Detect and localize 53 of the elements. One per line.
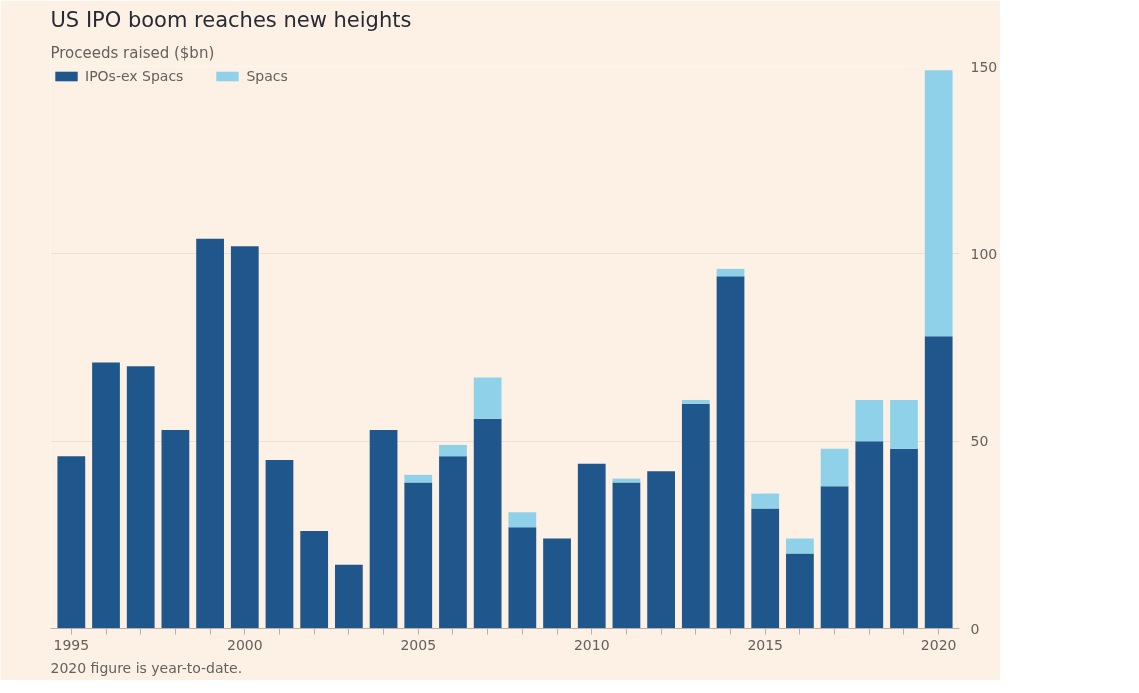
bar — [196, 238, 224, 629]
y-tick-label: 50 — [970, 433, 989, 450]
bar — [265, 459, 294, 629]
chart-subtitle: Proceeds raised ($bn) — [50, 43, 215, 62]
bar — [508, 512, 537, 528]
bar — [230, 246, 259, 629]
y-tick-label: 150 — [970, 58, 998, 75]
x-tick-label: 2000 — [226, 636, 263, 653]
bar — [92, 362, 120, 629]
x-tick-label: 2010 — [573, 636, 610, 653]
bar — [855, 399, 884, 442]
bar — [820, 486, 849, 629]
bar — [439, 444, 467, 457]
bar — [890, 448, 918, 629]
bar — [404, 474, 433, 483]
bar — [612, 482, 641, 629]
bar — [404, 482, 433, 629]
bar — [161, 429, 190, 629]
bar — [716, 268, 745, 277]
bar — [543, 538, 571, 629]
bar — [473, 418, 502, 629]
bar — [786, 538, 814, 554]
bar — [300, 531, 329, 629]
bar — [924, 70, 953, 337]
legend-label: IPOs-ex Spacs — [85, 68, 184, 84]
text: 2020 figure is year-to-date. — [50, 659, 243, 676]
bar — [924, 336, 953, 629]
bar — [890, 399, 918, 449]
bar — [508, 527, 537, 629]
x-tick-label: 2020 — [920, 636, 957, 653]
x-tick-label: 2005 — [400, 636, 437, 653]
bar — [855, 441, 884, 629]
bar — [751, 493, 780, 509]
bar — [473, 377, 502, 419]
bar — [681, 403, 710, 629]
bar — [439, 456, 467, 629]
y-tick-label: 100 — [970, 245, 998, 262]
bar — [786, 553, 814, 629]
x-tick-label: 1995 — [53, 636, 90, 653]
bar — [335, 564, 363, 629]
bar — [751, 508, 780, 629]
y-tick-label: 0 — [970, 620, 980, 637]
bar — [681, 399, 710, 404]
x-tick-label: 2015 — [747, 636, 784, 653]
legend-label: Spacs — [246, 68, 288, 84]
bar — [716, 276, 745, 629]
bar — [820, 448, 849, 487]
bar — [126, 366, 155, 629]
chart-title: US IPO boom reaches new heights — [50, 7, 412, 32]
bar — [57, 456, 86, 629]
bar — [369, 429, 398, 629]
bar — [647, 471, 675, 629]
bar — [577, 463, 606, 629]
